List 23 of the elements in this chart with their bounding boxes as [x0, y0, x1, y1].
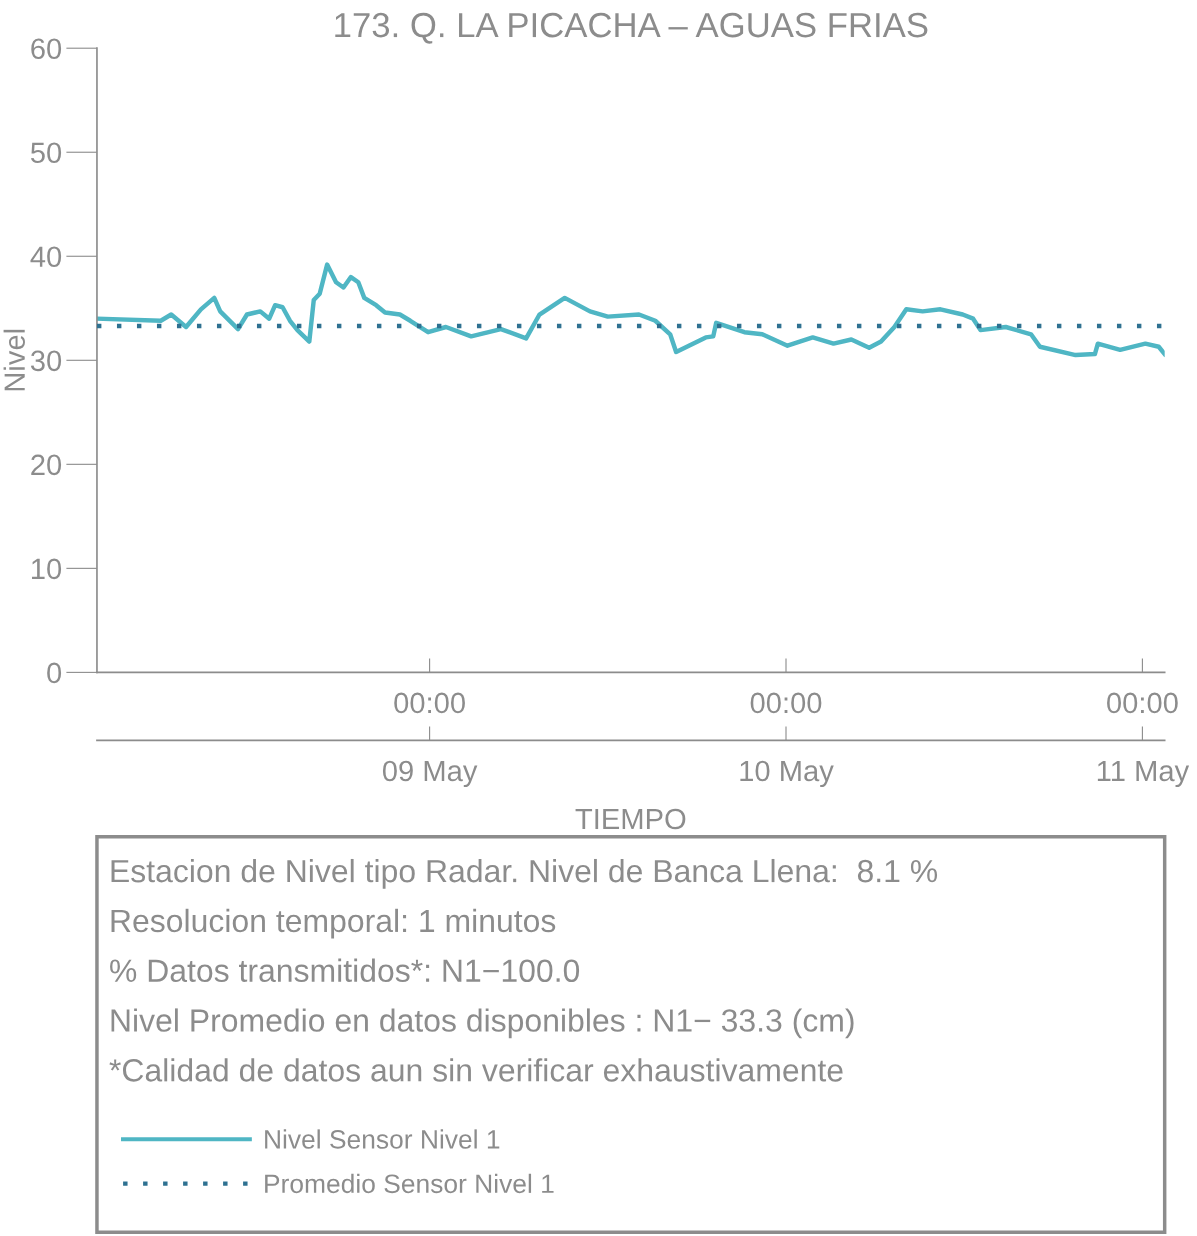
legend-label: Nivel Sensor Nivel 1	[265, 1129, 500, 1149]
x-tick-label: 00:00	[1107, 692, 1178, 714]
y-tick-label: 20	[31, 454, 62, 476]
x2-tick-label: 09 May	[382, 760, 478, 788]
text: Nivel Promedio en datos disponibles : N1− 33.3 (cm)	[111, 1008, 854, 1039]
y-tick-label: 30	[30, 350, 62, 372]
x-tick-label: 00:00	[394, 692, 465, 714]
y-tick-label: 10	[32, 558, 62, 580]
legend-label: Promedio Sensor Nivel 1	[265, 1173, 554, 1194]
text: Resolucion temporal: 1 minutos	[111, 908, 556, 939]
y-axis-title: Nivel	[3, 329, 25, 391]
x-axis-title: TIEMPO	[575, 808, 686, 830]
y-tick-label: 50	[30, 142, 62, 164]
x2-tick-label: 11 May	[1097, 760, 1190, 788]
text: *Calidad de datos aun sin verificar exhaustivamente	[109, 1058, 843, 1082]
y-tick-label: 0	[47, 662, 62, 684]
chart-title: 173. Q. LA PICACHA – AGUAS FRIAS	[335, 12, 928, 44]
text: % Datos transmitidos*: N1−100.0	[110, 958, 580, 983]
text: Estacion de Nivel tipo Radar. Nivel de Banca Llena: 8.1 %	[111, 858, 938, 889]
y-tick-label: 40	[30, 246, 62, 268]
x-tick-label: 00:00	[750, 692, 822, 714]
x2-tick-label: 10 May	[740, 760, 834, 788]
y-tick-label: 60	[31, 38, 62, 60]
